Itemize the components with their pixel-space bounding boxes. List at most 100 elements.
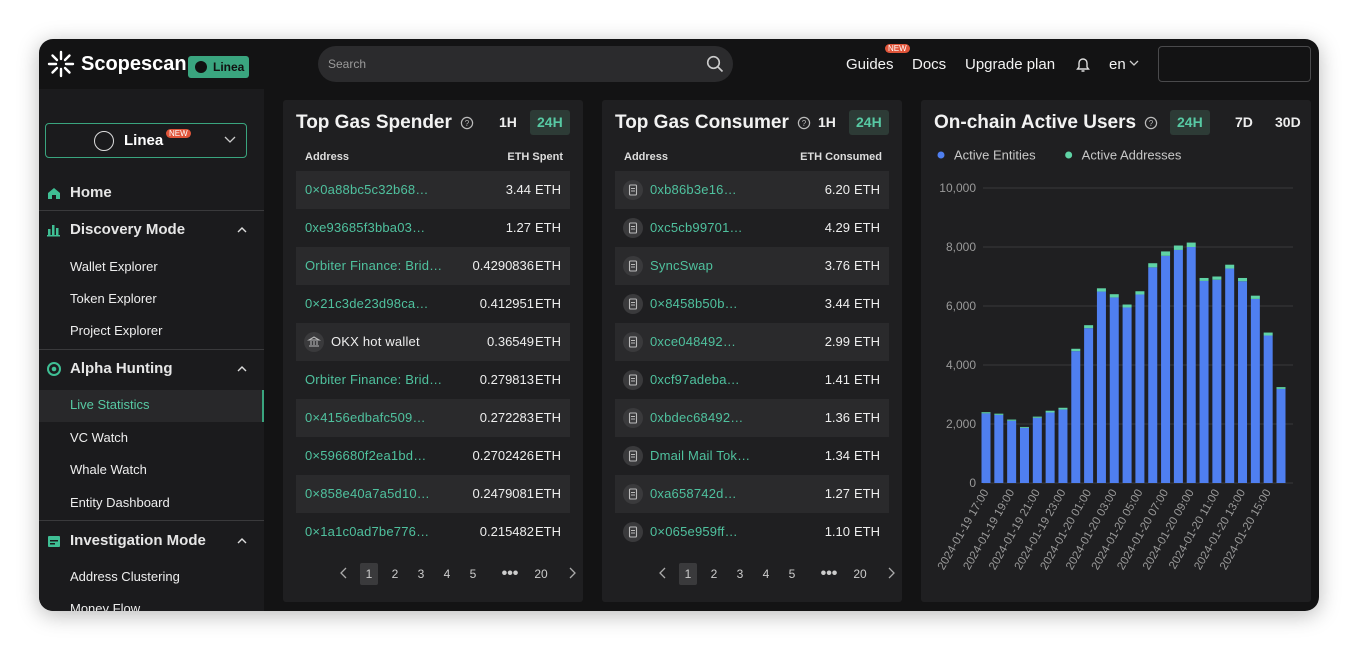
page-button[interactable]: 5 (469, 567, 477, 581)
search-icon[interactable] (706, 55, 724, 73)
nav-item[interactable]: Entity Dashboard (70, 495, 170, 510)
logo-icon (47, 50, 75, 78)
time-tab[interactable]: 30D (1275, 114, 1301, 130)
address[interactable]: 0×065e959ff… (650, 524, 738, 539)
page-button[interactable]: 4 (762, 567, 770, 581)
table-row[interactable]: 0×1a1c0ad7be776… 0.215482ETH (296, 513, 570, 551)
address[interactable]: Orbiter Finance: Brid… (305, 372, 443, 387)
section-title[interactable]: Investigation Mode (70, 532, 206, 549)
table-row[interactable]: 0xcf97adeba… 1.41 ETH (615, 361, 889, 399)
address[interactable]: 0×858e40a7a5d10… (305, 486, 431, 501)
nav-item[interactable]: Address Clustering (70, 569, 180, 584)
time-tab[interactable]: 1H (499, 114, 517, 130)
search-placeholder: Search (328, 57, 367, 71)
account-box[interactable] (1158, 46, 1311, 82)
table-row[interactable]: 0xe93685f3bba03… 1.27 ETH (296, 209, 570, 247)
nav-item[interactable]: Wallet Explorer (70, 259, 158, 274)
nav-item[interactable]: Project Explorer (70, 323, 163, 338)
legend-marker (937, 151, 945, 159)
table-row[interactable]: 0xb86b3e16… 6.20 ETH (615, 171, 889, 209)
time-tab[interactable]: 7D (1235, 114, 1253, 130)
page-button[interactable]: 20 (534, 567, 548, 581)
address[interactable]: 0xa658742d… (650, 486, 737, 501)
chain-selector[interactable]: Linea NEW (45, 123, 247, 158)
address[interactable]: 0xce048492… (650, 334, 737, 349)
language[interactable]: en (1109, 56, 1126, 73)
table-row[interactable]: OKX hot wallet 0.36549ETH (296, 323, 570, 361)
nav-item[interactable]: Money Flow (70, 601, 141, 611)
page-button[interactable]: 5 (788, 567, 796, 581)
bell-icon[interactable] (1076, 56, 1090, 72)
table-row[interactable]: 0×596680f2ea1bd… 0.2702426ETH (296, 437, 570, 475)
table-row[interactable]: 0×0a88bc5c32b68… 3.44 ETH (296, 171, 570, 209)
table-row[interactable]: Orbiter Finance: Brid… 0.4290836ETH (296, 247, 570, 285)
table-row[interactable]: 0×4156edbafc509… 0.272283ETH (296, 399, 570, 437)
contract-icon (623, 256, 643, 276)
bar-segment (1148, 267, 1158, 483)
address[interactable]: SyncSwap (650, 258, 714, 273)
section-title[interactable]: Discovery Mode (70, 221, 186, 238)
table-row[interactable]: 0xbdec68492… 1.36 ETH (615, 399, 889, 437)
page-button[interactable]: ••• (820, 565, 838, 582)
time-tab[interactable]: 1H (818, 114, 836, 130)
address[interactable]: 0×8458b50b… (650, 296, 738, 311)
time-tab[interactable]: 24H (1170, 110, 1210, 135)
page-button[interactable]: 20 (853, 567, 867, 581)
table-row[interactable]: Orbiter Finance: Brid… 0.279813ETH (296, 361, 570, 399)
address[interactable]: Orbiter Finance: Brid… (305, 258, 443, 273)
bar-segment (981, 413, 991, 483)
table-row[interactable]: 0×8458b50b… 3.44 ETH (615, 285, 889, 323)
amount-value: 0.36549 (487, 334, 534, 349)
table-row[interactable]: 0xa658742d… 1.27 ETH (615, 475, 889, 513)
page-button[interactable]: 1 (679, 563, 697, 585)
bar-segment (1084, 325, 1094, 329)
address[interactable]: 0×21c3de23d98ca… (305, 296, 429, 311)
logo-text[interactable]: Scopescan (81, 53, 187, 75)
column-header: ETH Spent (507, 151, 563, 163)
address[interactable]: 0xcf97adeba… (650, 372, 740, 387)
amount-value: 0.4290836 (472, 258, 534, 273)
address[interactable]: Dmail Mail Tok… (650, 448, 751, 463)
search-box[interactable]: Search (318, 46, 733, 82)
page-button[interactable]: 3 (417, 567, 425, 581)
nav-item[interactable]: VC Watch (70, 430, 129, 445)
nav-link[interactable]: Guides (846, 56, 894, 73)
time-tab[interactable]: 24H (849, 110, 889, 135)
address[interactable]: 0xbdec68492… (650, 410, 744, 425)
nav-link[interactable]: Docs (912, 56, 947, 73)
table-row[interactable]: 0×065e959ff… 1.10 ETH (615, 513, 889, 551)
page-button[interactable]: ••• (501, 565, 519, 582)
address[interactable]: 0×4156edbafc509… (305, 410, 426, 425)
nav-item[interactable]: Live Statistics (70, 397, 150, 412)
address[interactable]: 0×1a1c0ad7be776… (305, 524, 430, 539)
address[interactable]: 0×0a88bc5c32b68… (305, 182, 429, 197)
address[interactable]: 0xc5cb99701… (650, 220, 743, 235)
chain-badge-text: Linea (213, 60, 245, 74)
page-button[interactable]: 2 (391, 567, 399, 581)
table-row[interactable]: 0×858e40a7a5d10… 0.2479081ETH (296, 475, 570, 513)
section-title[interactable]: Home (70, 184, 112, 201)
nav-item[interactable]: Whale Watch (70, 462, 147, 477)
page-button[interactable]: 2 (710, 567, 718, 581)
nav-link[interactable]: Upgrade plan (965, 56, 1056, 73)
page-button[interactable]: 3 (736, 567, 744, 581)
address[interactable]: OKX hot wallet (331, 334, 420, 349)
next-page (888, 567, 895, 579)
table-row[interactable]: 0×21c3de23d98ca… 0.412951ETH (296, 285, 570, 323)
address[interactable]: 0×596680f2ea1bd… (305, 448, 427, 463)
amount-value: 0.2702426 (472, 448, 534, 463)
table-row[interactable]: 0xce048492… 2.99 ETH (615, 323, 889, 361)
page-button[interactable]: 1 (360, 563, 378, 585)
column-header: Address (624, 151, 669, 163)
address[interactable]: 0xe93685f3bba03… (305, 220, 426, 235)
table-row[interactable]: 0xc5cb99701… 4.29 ETH (615, 209, 889, 247)
page-button[interactable]: 4 (443, 567, 451, 581)
amount: 0.215482ETH (480, 524, 561, 539)
address[interactable]: 0xb86b3e16… (650, 182, 737, 197)
amount: 0.2479081ETH (473, 486, 561, 501)
nav-item[interactable]: Token Explorer (70, 291, 157, 306)
time-tab[interactable]: 24H (530, 110, 570, 135)
section-title[interactable]: Alpha Hunting (70, 360, 173, 377)
table-row[interactable]: Dmail Mail Tok… 1.34 ETH (615, 437, 889, 475)
table-row[interactable]: SyncSwap 3.76 ETH (615, 247, 889, 285)
